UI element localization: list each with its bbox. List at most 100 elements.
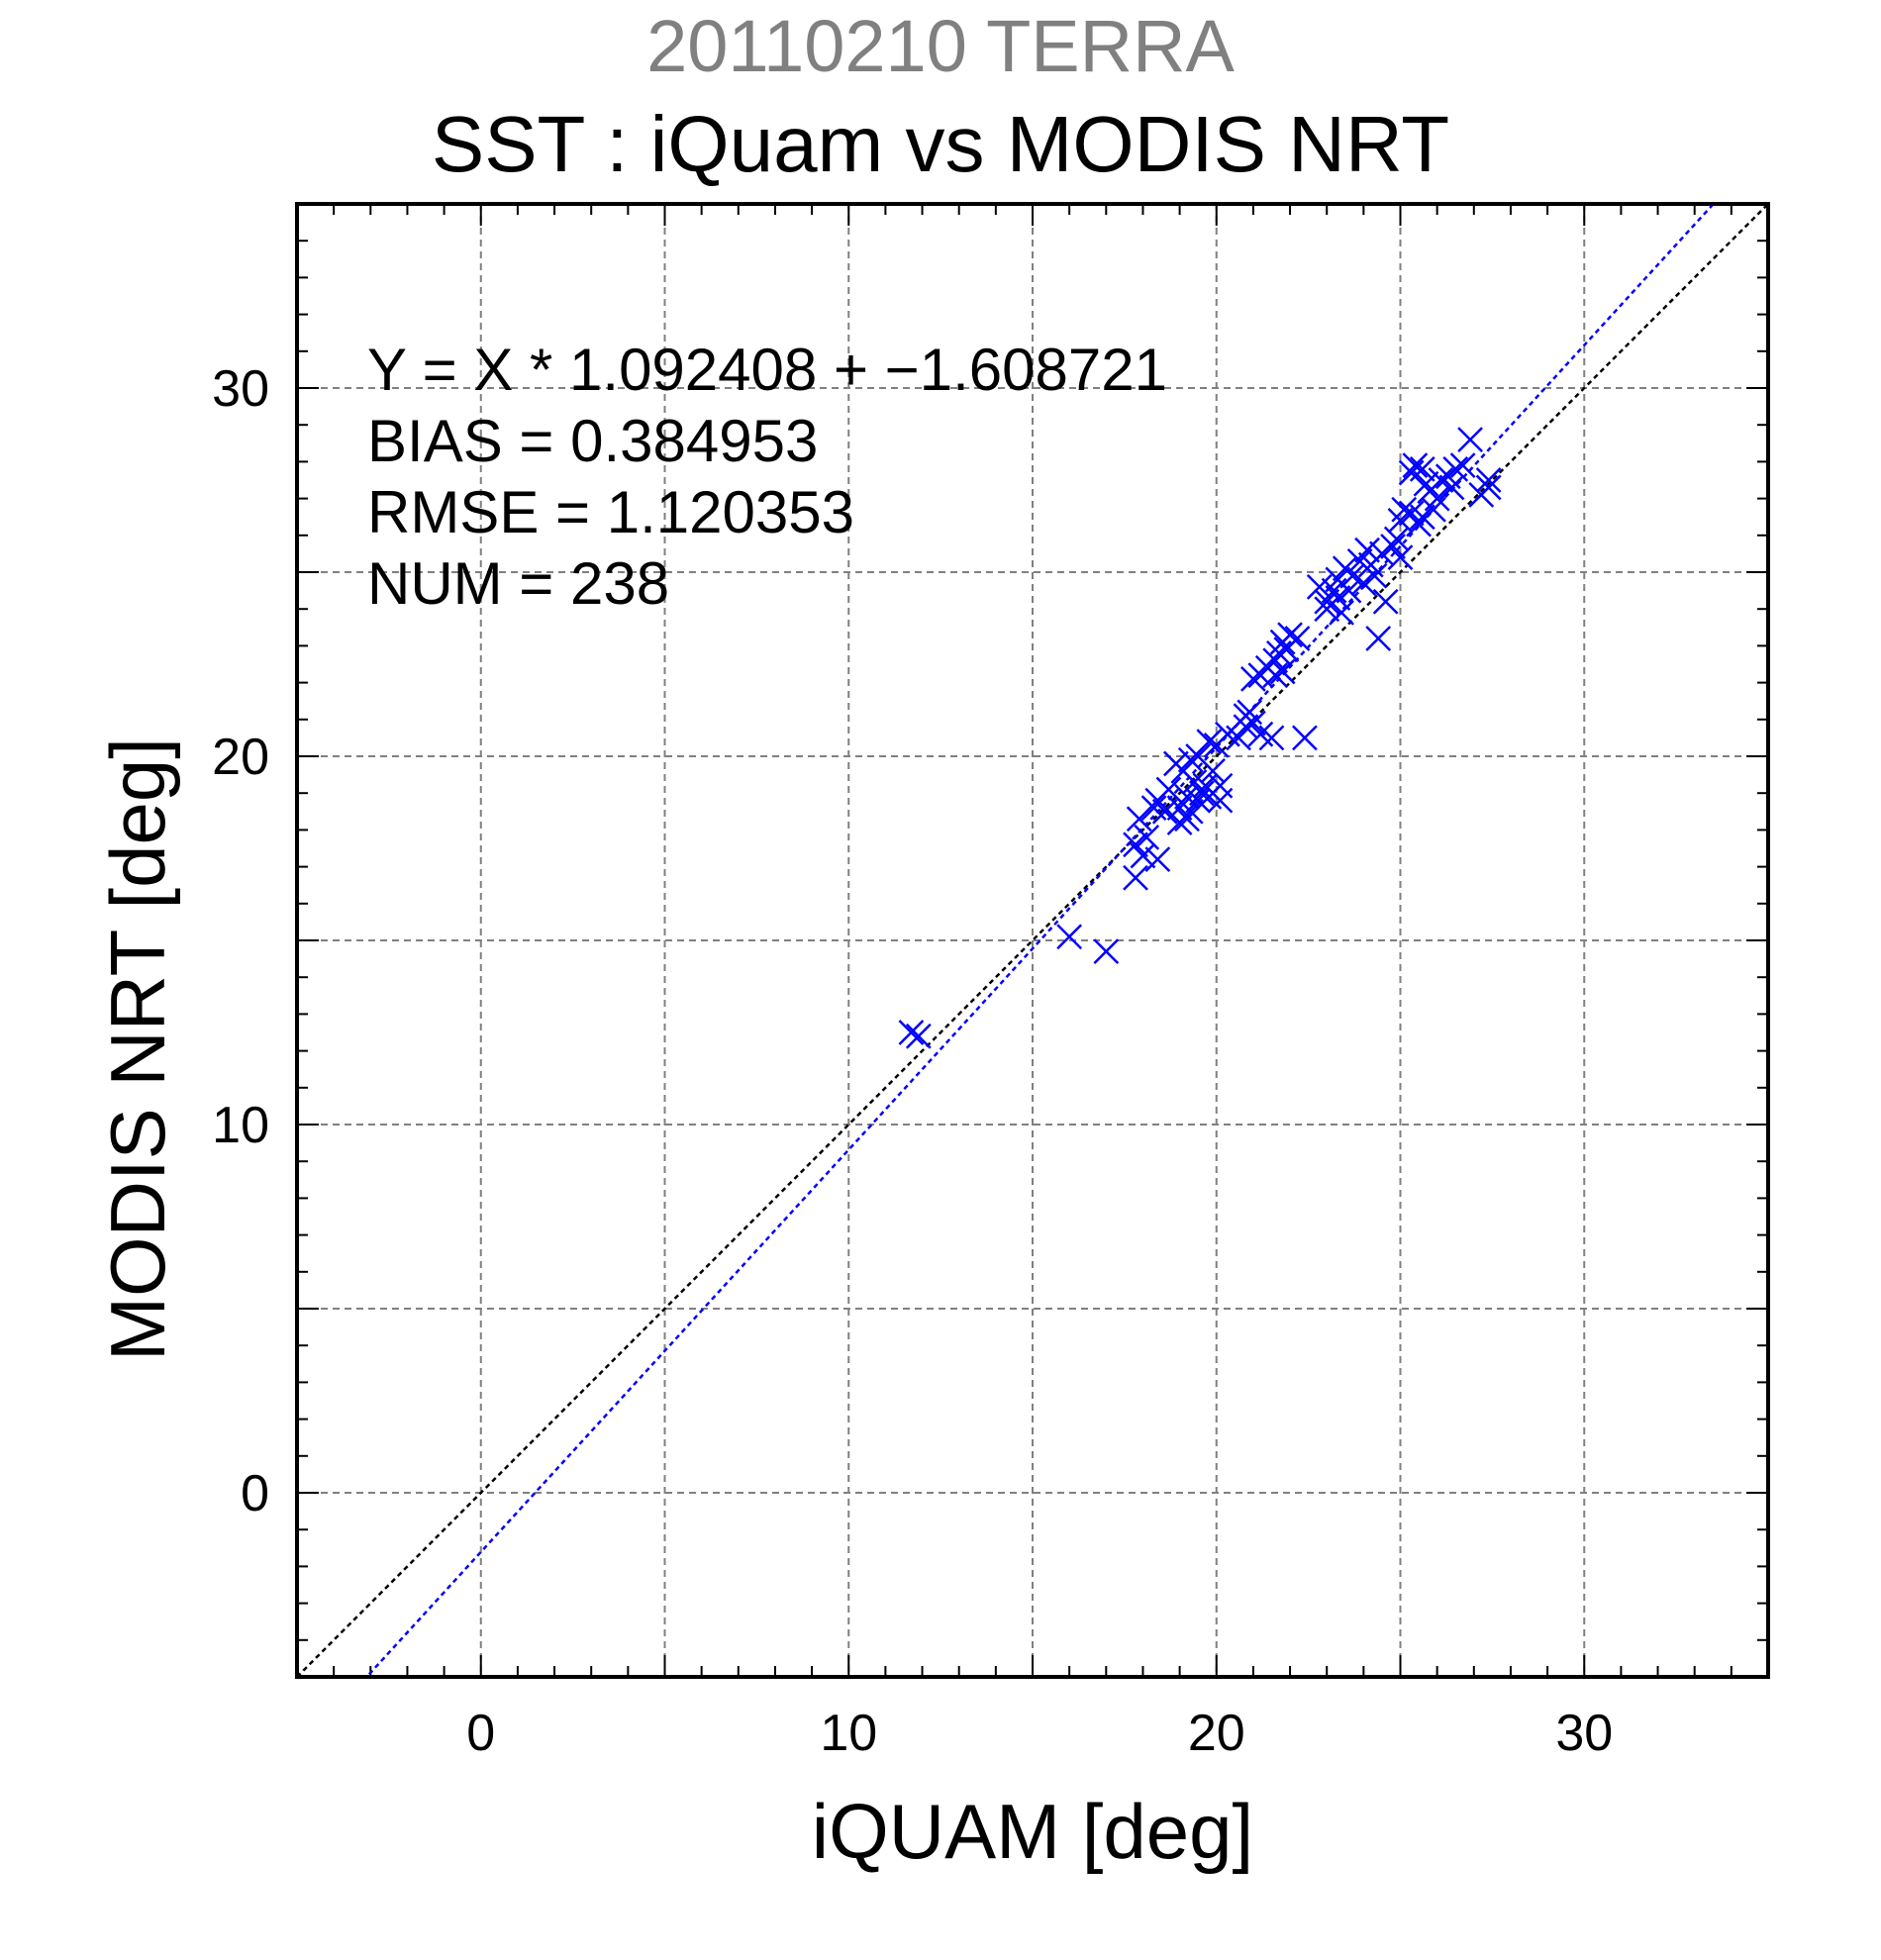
data-point [1361,562,1388,589]
data-point-stroke [1398,500,1425,527]
data-point-stroke [1258,725,1285,751]
x-tick-label: 20 [1188,1705,1245,1762]
data-point [1284,626,1311,651]
data-point-stroke [1475,474,1502,501]
data-point [1383,526,1410,552]
data-point-stroke [1361,562,1388,589]
data-point-stroke [1329,600,1354,626]
data-point-stroke [1387,544,1414,571]
data-point [1130,842,1156,869]
data-point [1354,537,1380,563]
data-point [1056,924,1083,950]
data-point [1428,467,1454,493]
data-point [1402,452,1429,479]
plot-frame [295,202,1770,1679]
data-point-stroke [1177,798,1204,825]
data-point-stroke [1123,864,1148,891]
data-point-stroke [1402,452,1429,479]
x-axis-label: iQUAM [deg] [811,1788,1254,1875]
data-point-stroke [1247,721,1274,747]
data-point [1093,938,1120,965]
data-point [1409,455,1436,482]
data-point-stroke [1354,537,1380,563]
y-tick-label: 30 [212,360,269,418]
data-point [1240,710,1266,736]
data-point-stroke [1155,776,1182,803]
y-tick-label: 20 [212,729,269,786]
data-point [1292,725,1318,751]
data-point [1387,544,1414,571]
x-tick-label: 10 [820,1705,877,1762]
y-tick-label: 10 [212,1097,269,1154]
data-point-stroke [1372,588,1399,615]
data-point [1207,787,1234,814]
data-point [1174,806,1200,833]
data-point [1196,729,1223,755]
data-point [1350,570,1377,597]
grid [297,204,1768,1677]
data-point [1177,798,1204,825]
data-point-stroke [1233,714,1259,740]
data-point-stroke [1449,452,1476,479]
num-value: NUM = 238 [367,550,670,617]
data-point [1372,588,1399,615]
data-point [1123,832,1148,858]
data-point-stroke [1413,470,1439,497]
data-point [1200,757,1226,784]
data-point-stroke [1277,622,1303,648]
data-point-stroke [1240,665,1266,692]
rmse-value: RMSE = 1.120353 [367,479,854,545]
data-points [898,427,1502,1049]
data-point-stroke [1200,757,1226,784]
data-point [1240,665,1266,692]
data-point-stroke [1207,787,1234,814]
data-point-stroke [1457,427,1483,452]
data-point [1269,658,1296,685]
data-point [1442,455,1469,482]
data-point-stroke [1438,474,1465,501]
x-tick-label: 0 [466,1705,495,1762]
data-point-stroke [1292,725,1318,751]
data-point-stroke [1350,570,1377,597]
data-point [1413,470,1439,497]
data-point [1380,534,1406,559]
data-point-stroke [905,1023,932,1049]
data-point [1144,846,1171,873]
data-point-stroke [1424,485,1450,512]
data-point-stroke [1240,710,1266,736]
data-point [1325,585,1351,611]
data-point [1306,573,1333,600]
bias-value: BIAS = 0.384953 [367,408,819,474]
data-point [1189,780,1215,807]
data-point-stroke [1185,743,1212,769]
data-point-stroke [1237,699,1263,726]
data-point [1457,427,1483,452]
data-point [1233,714,1259,740]
data-point-stroke [1339,562,1366,589]
data-point [905,1023,932,1049]
data-point-stroke [1336,577,1362,604]
data-point-stroke [1269,658,1296,685]
data-point-stroke [1409,504,1436,531]
data-point-stroke [898,1020,925,1045]
stats-annotation: Y = X * 1.092408 + −1.608721 BIAS = 0.38… [367,335,1167,620]
data-point [898,1020,925,1045]
tick-labels: 0 10 20 30 0 10 20 30 [212,360,1613,1762]
y-axis-label: MODIS NRT [deg] [94,737,181,1361]
data-point [1329,600,1354,626]
data-point-stroke [1196,729,1223,755]
data-point-stroke [1365,626,1392,651]
data-point-stroke [1262,662,1289,689]
data-point-stroke [1144,846,1171,873]
data-point-stroke [1442,455,1469,482]
data-point-stroke [1409,455,1436,482]
data-point-stroke [1151,798,1178,825]
data-point [1277,622,1303,648]
data-point-stroke [1140,795,1167,821]
data-point-stroke [1174,784,1200,810]
x-tick-label: 30 [1555,1705,1613,1762]
data-point-stroke [1189,780,1215,807]
data-point [1475,467,1502,493]
data-point-stroke [1123,832,1148,858]
data-point-stroke [1134,824,1160,850]
